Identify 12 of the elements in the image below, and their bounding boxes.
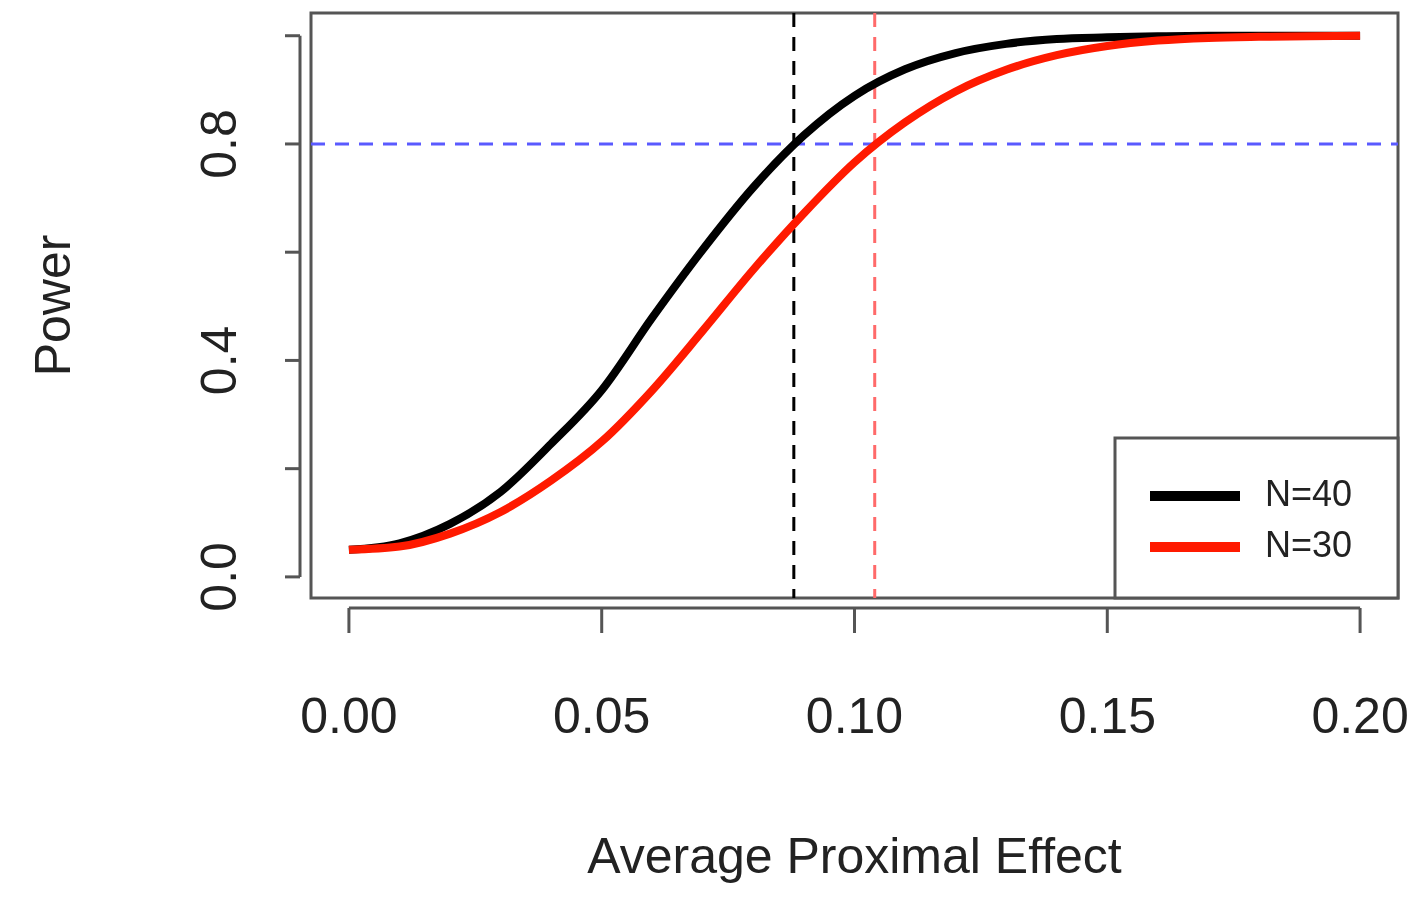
y-axis-title: Power: [25, 234, 81, 377]
x-tick-label: 0.10: [805, 688, 904, 745]
y-tick-label: 0.4: [191, 325, 248, 396]
legend-label: N=30: [1265, 523, 1353, 565]
y-tick-label: 0.8: [191, 109, 248, 179]
y-tick-label: 0.0: [191, 542, 248, 612]
x-tick-label: 0.15: [1058, 688, 1156, 745]
x-tick-label: 0.20: [1311, 688, 1409, 745]
legend-label: N=40: [1265, 472, 1353, 514]
x-tick-label: 0.00: [300, 688, 398, 745]
x-tick-label: 0.05: [553, 688, 651, 745]
x-axis-title: Average Proximal Effect: [587, 828, 1122, 884]
